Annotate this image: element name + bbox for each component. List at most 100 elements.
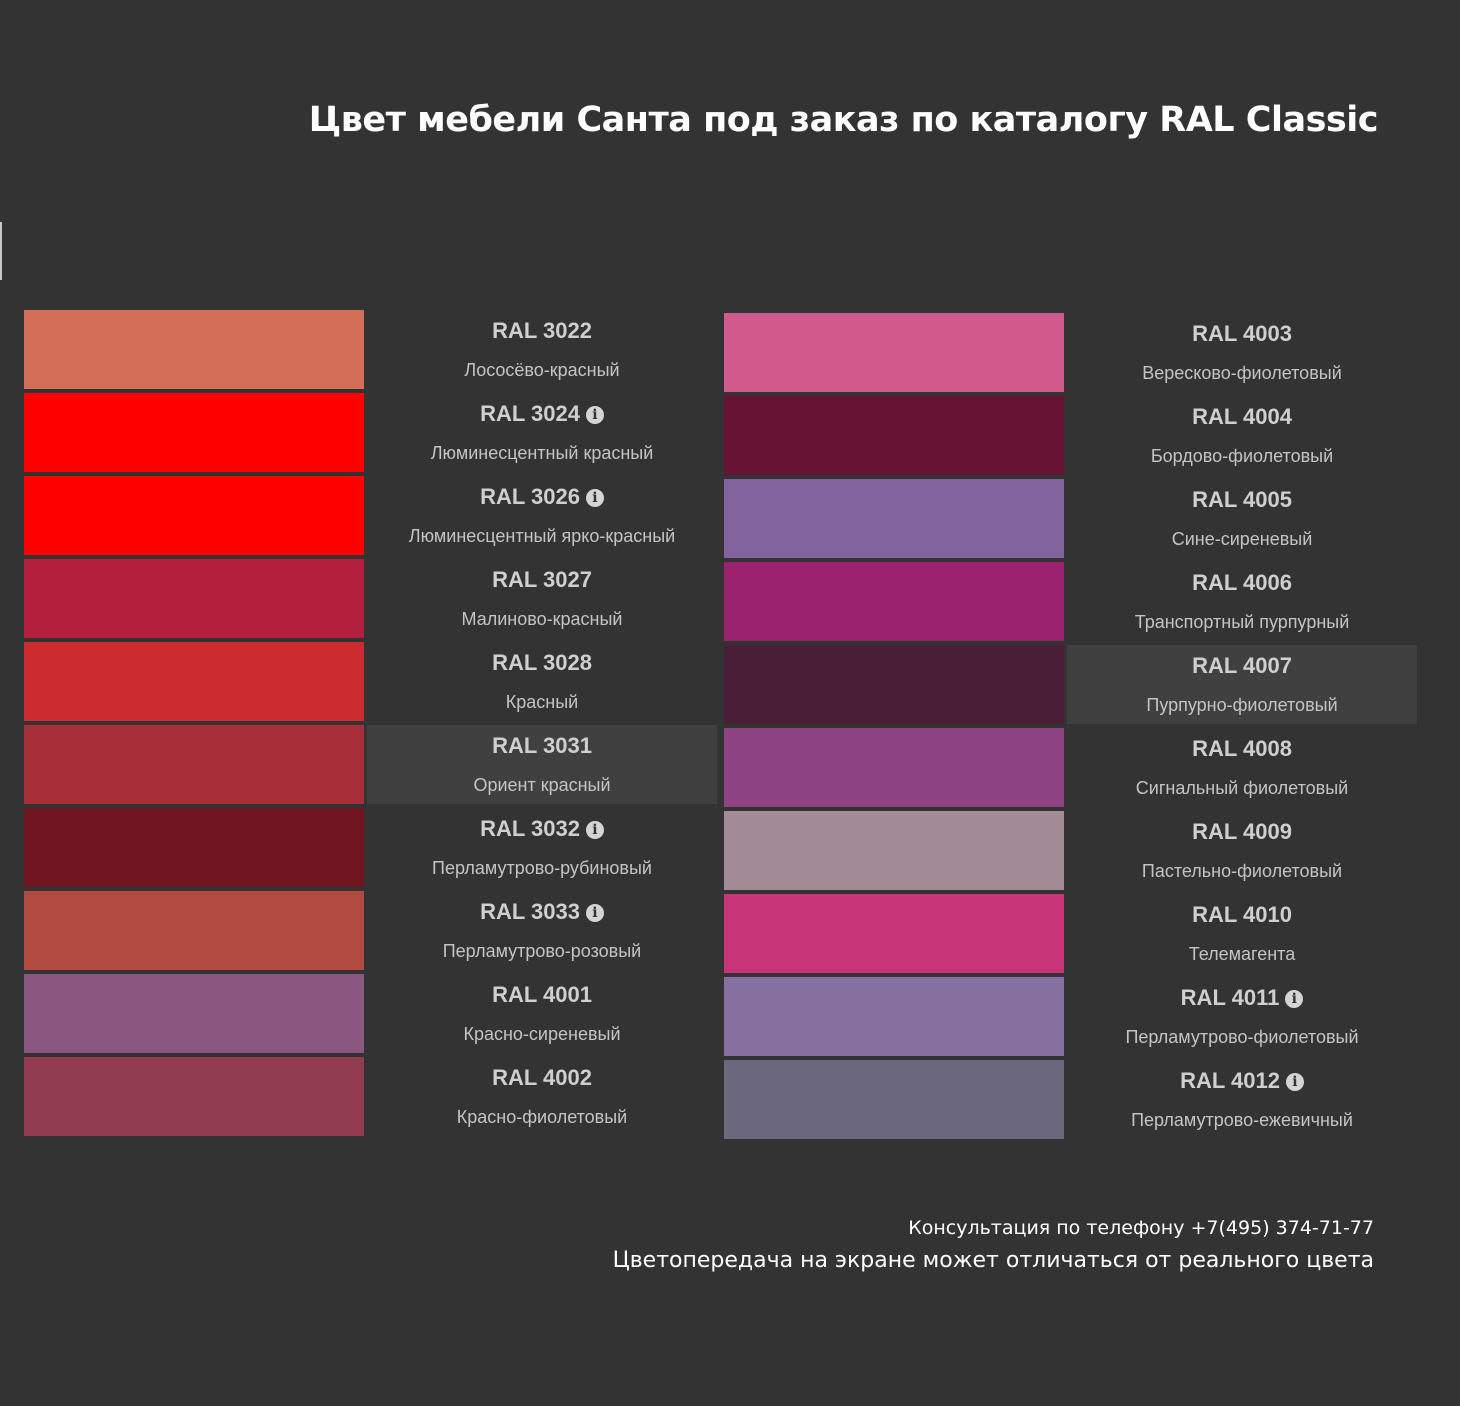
color-code: RAL 3022 xyxy=(367,318,717,344)
color-code: RAL 4007 xyxy=(1067,653,1417,679)
color-name: Люминесцентный ярко-красный xyxy=(408,526,676,546)
info-icon[interactable]: i xyxy=(585,821,604,839)
color-disclaimer: Цветопередача на экране может отличаться… xyxy=(612,1248,1374,1273)
color-swatch[interactable] xyxy=(24,1057,364,1136)
color-swatch[interactable] xyxy=(724,562,1064,641)
color-swatch[interactable] xyxy=(724,894,1064,973)
color-info: RAL 4001 Красно-сиреневый xyxy=(367,974,717,1053)
info-icon[interactable]: i xyxy=(585,904,604,922)
color-swatch[interactable] xyxy=(724,313,1064,392)
color-code: RAL 4004 xyxy=(1067,404,1417,430)
info-icon[interactable]: i xyxy=(1285,1073,1304,1091)
consultation-phone: Консультация по телефону +7(495) 374-71-… xyxy=(908,1217,1374,1239)
color-name: Сине-сиреневый xyxy=(1171,529,1313,549)
color-swatch[interactable] xyxy=(24,642,364,721)
color-code-text: RAL 4004 xyxy=(1192,404,1292,429)
color-info: RAL 3028 Красный xyxy=(367,642,717,721)
color-info: RAL 3033 i Перламутрово-розовый xyxy=(367,891,717,970)
color-swatch[interactable] xyxy=(724,479,1064,558)
color-code: RAL 4009 xyxy=(1067,819,1417,845)
color-code-text: RAL 4002 xyxy=(492,1065,592,1090)
info-icon[interactable]: i xyxy=(585,489,604,507)
color-swatch[interactable] xyxy=(24,559,364,638)
color-info: RAL 4012 i Перламутрово-ежевичный xyxy=(1067,1060,1417,1139)
color-name: Лососёво-красный xyxy=(464,360,620,380)
color-name: Красно-фиолетовый xyxy=(456,1107,628,1127)
color-name: Перламутрово-розовый xyxy=(442,941,642,961)
page-title: Цвет мебели Санта под заказ по каталогу … xyxy=(308,100,1379,140)
color-name: Бордово-фиолетовый xyxy=(1150,446,1334,466)
color-code: RAL 4005 xyxy=(1067,487,1417,513)
color-swatch[interactable] xyxy=(724,811,1064,890)
color-code: RAL 3024 i xyxy=(367,401,717,427)
color-swatch[interactable] xyxy=(24,891,364,970)
color-info: RAL 3024 i Люминесцентный красный xyxy=(367,393,717,472)
color-info: RAL 4007 Пурпурно-фиолетовый xyxy=(1067,645,1417,724)
color-code-text: RAL 3022 xyxy=(492,318,592,343)
color-name: Пастельно-фиолетовый xyxy=(1141,861,1343,881)
color-swatch[interactable] xyxy=(724,396,1064,475)
color-info: RAL 3032 i Перламутрово-рубиновый xyxy=(367,808,717,887)
color-swatch[interactable] xyxy=(24,725,364,804)
color-code-text: RAL 4009 xyxy=(1192,819,1292,844)
color-code-text: RAL 4007 xyxy=(1192,653,1292,678)
color-code-text: RAL 3033 xyxy=(480,899,580,924)
color-code: RAL 3033 i xyxy=(367,899,717,925)
color-swatch[interactable] xyxy=(24,974,364,1053)
color-name: Перламутрово-рубиновый xyxy=(432,858,652,878)
color-name: Вересково-фиолетовый xyxy=(1142,363,1342,383)
color-swatch[interactable] xyxy=(724,728,1064,807)
color-code-text: RAL 3027 xyxy=(492,567,592,592)
color-swatch[interactable] xyxy=(724,977,1064,1056)
color-code-text: RAL 4010 xyxy=(1192,902,1292,927)
info-icon[interactable]: i xyxy=(1285,990,1304,1008)
color-name: Транспортный пурпурный xyxy=(1134,612,1350,632)
color-info: RAL 4003 Вересково-фиолетовый xyxy=(1067,313,1417,392)
color-code-text: RAL 3028 xyxy=(492,650,592,675)
color-code-text: RAL 4011 xyxy=(1180,985,1280,1010)
color-info: RAL 4011 i Перламутрово-фиолетовый xyxy=(1067,977,1417,1056)
color-code: RAL 4001 xyxy=(367,982,717,1008)
color-name: Перламутрово-ежевичный xyxy=(1131,1110,1353,1130)
info-icon[interactable]: i xyxy=(585,406,604,424)
color-code: RAL 3028 xyxy=(367,650,717,676)
color-info: RAL 4010 Телемагента xyxy=(1067,894,1417,973)
color-swatch[interactable] xyxy=(24,393,364,472)
color-info: RAL 4004 Бордово-фиолетовый xyxy=(1067,396,1417,475)
color-swatch[interactable] xyxy=(24,476,364,555)
color-name: Телемагента xyxy=(1188,944,1296,964)
color-info: RAL 4005 Сине-сиреневый xyxy=(1067,479,1417,558)
color-info: RAL 4002 Красно-фиолетовый xyxy=(367,1057,717,1136)
color-name: Сигнальный фиолетовый xyxy=(1135,778,1349,798)
color-name: Пурпурно-фиолетовый xyxy=(1146,695,1338,715)
color-name: Ориент красный xyxy=(473,775,611,795)
color-swatch[interactable] xyxy=(724,1060,1064,1139)
color-code: RAL 4010 xyxy=(1067,902,1417,928)
color-code: RAL 3026 i xyxy=(367,484,717,510)
color-name: Перламутрово-фиолетовый xyxy=(1125,1027,1359,1047)
color-code: RAL 3027 xyxy=(367,567,717,593)
color-info: RAL 3026 i Люминесцентный ярко-красный xyxy=(367,476,717,555)
color-info: RAL 3022 Лососёво-красный xyxy=(367,310,717,389)
color-code: RAL 4006 xyxy=(1067,570,1417,596)
color-code-text: RAL 3024 xyxy=(480,401,580,426)
color-swatch[interactable] xyxy=(724,645,1064,724)
color-code: RAL 4012 i xyxy=(1067,1068,1417,1094)
color-code-text: RAL 4012 xyxy=(1180,1068,1280,1093)
color-code: RAL 3032 i xyxy=(367,816,717,842)
color-name: Красно-сиреневый xyxy=(463,1024,621,1044)
color-code-text: RAL 4008 xyxy=(1192,736,1292,761)
color-code-text: RAL 4005 xyxy=(1192,487,1292,512)
color-swatch[interactable] xyxy=(24,808,364,887)
color-info: RAL 3031 Ориент красный xyxy=(367,725,717,804)
color-info: RAL 4009 Пастельно-фиолетовый xyxy=(1067,811,1417,890)
color-name: Красный xyxy=(505,692,579,712)
color-code-text: RAL 4003 xyxy=(1192,321,1292,346)
color-code: RAL 4002 xyxy=(367,1065,717,1091)
color-swatch[interactable] xyxy=(24,310,364,389)
color-info: RAL 4008 Сигнальный фиолетовый xyxy=(1067,728,1417,807)
color-info: RAL 4006 Транспортный пурпурный xyxy=(1067,562,1417,641)
color-code: RAL 4011 i xyxy=(1067,985,1417,1011)
color-code-text: RAL 3026 xyxy=(480,484,580,509)
color-code: RAL 4008 xyxy=(1067,736,1417,762)
